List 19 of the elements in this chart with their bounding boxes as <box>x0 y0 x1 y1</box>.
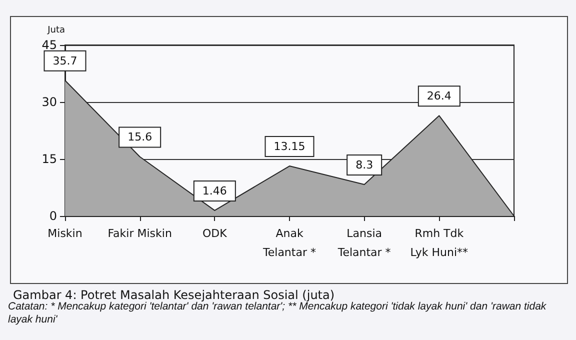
data-label: 13.15 <box>274 140 306 154</box>
y-tick-label: 30 <box>42 95 57 109</box>
data-label: 8.3 <box>356 158 374 172</box>
data-label: 26.4 <box>426 90 452 103</box>
x-tick-label: ODK <box>202 227 228 240</box>
x-tick-label: Rmh Tdk Lyk Huni** <box>410 227 469 259</box>
y-axis-title: Juta <box>46 26 65 36</box>
x-tick-label: Miskin <box>48 227 82 240</box>
y-tick-label: 45 <box>42 38 57 52</box>
y-tick-label: 0 <box>49 209 57 223</box>
y-tick-label: 15 <box>42 152 57 166</box>
text: Gambar 4: Potret Masalah Kesejahteraan Sosial (juta) <box>13 288 335 302</box>
x-tick-label: Anak Telantar * <box>262 227 316 259</box>
x-tick-label: Lansia Telantar * <box>336 227 392 259</box>
x-tick-label: Fakir Miskin <box>108 227 172 240</box>
data-label: 1.46 <box>202 184 227 198</box>
text: Catatan: * Mencakup kategori 'telantar' dan 'rawan telantar'; ** Mencakup kategori 'tidak layak huni' dan 'rawan tidak layak huni' <box>8 300 550 326</box>
data-label: 35.7 <box>52 54 78 68</box>
data-label: 15.6 <box>128 130 152 144</box>
